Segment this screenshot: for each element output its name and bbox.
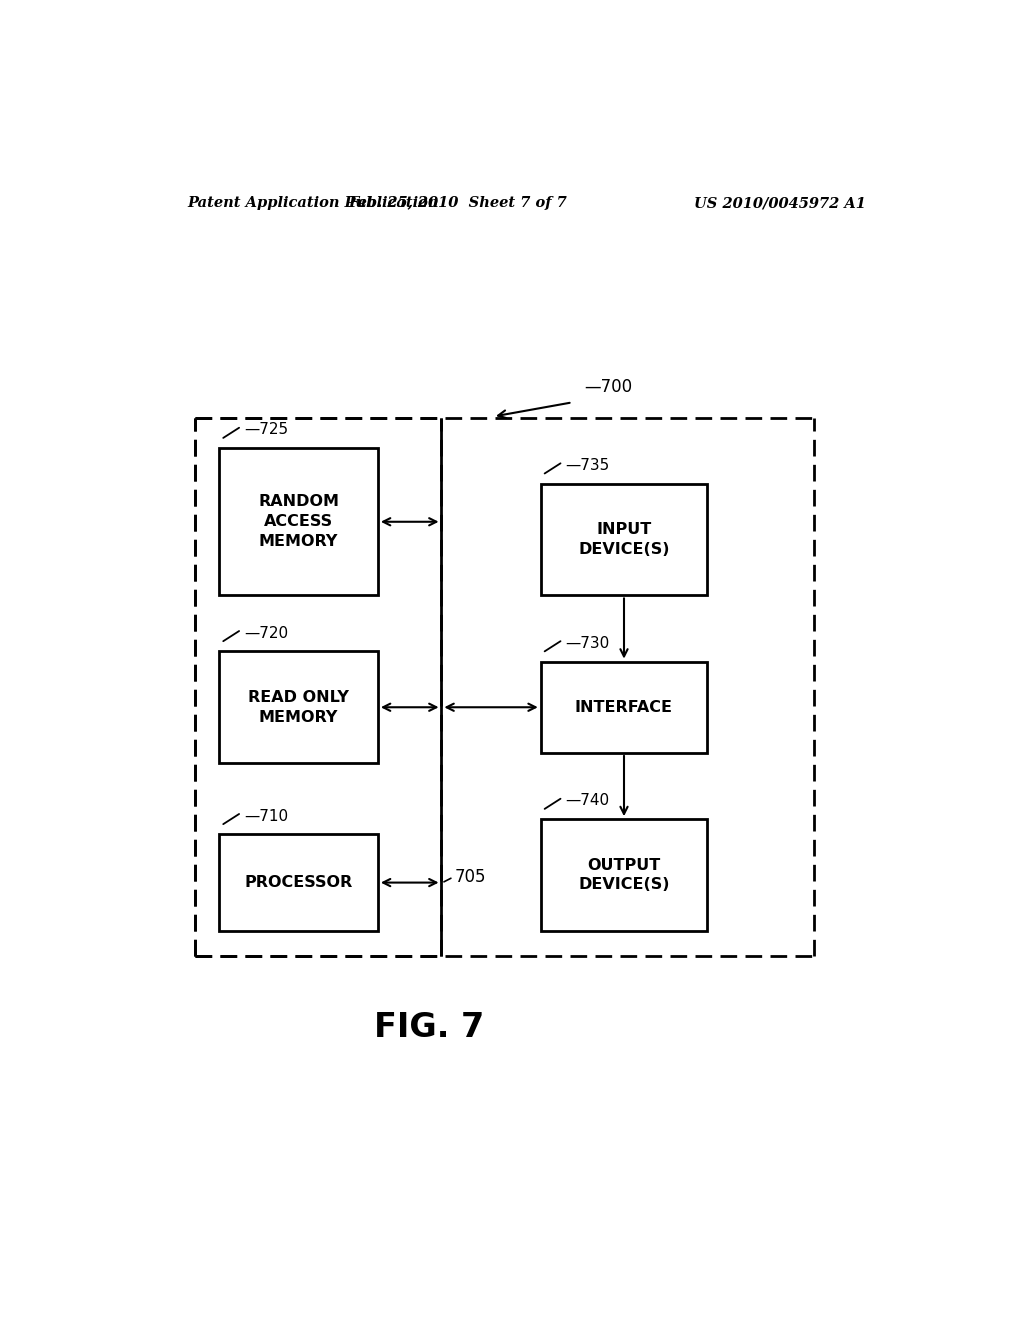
- Text: —725: —725: [244, 422, 288, 437]
- Text: US 2010/0045972 A1: US 2010/0045972 A1: [694, 197, 866, 210]
- Text: INPUT
DEVICE(S): INPUT DEVICE(S): [579, 523, 670, 557]
- Bar: [541, 483, 708, 595]
- Bar: [219, 834, 378, 931]
- Text: —740: —740: [565, 793, 609, 808]
- Text: PROCESSOR: PROCESSOR: [245, 875, 352, 890]
- Text: Feb. 25, 2010  Sheet 7 of 7: Feb. 25, 2010 Sheet 7 of 7: [348, 197, 566, 210]
- Bar: [541, 818, 708, 931]
- Bar: [219, 651, 378, 763]
- Text: —710: —710: [244, 809, 288, 824]
- Text: INTERFACE: INTERFACE: [575, 700, 673, 714]
- Text: —720: —720: [244, 626, 288, 640]
- Bar: [541, 661, 708, 752]
- Text: READ ONLY
MEMORY: READ ONLY MEMORY: [248, 690, 349, 725]
- Bar: [219, 447, 378, 595]
- Text: FIG. 7: FIG. 7: [375, 1011, 484, 1044]
- Text: —730: —730: [565, 636, 609, 651]
- Text: Patent Application Publication: Patent Application Publication: [187, 197, 439, 210]
- Text: —735: —735: [565, 458, 609, 473]
- Text: OUTPUT
DEVICE(S): OUTPUT DEVICE(S): [579, 858, 670, 892]
- Text: 705: 705: [455, 869, 486, 886]
- Text: RANDOM
ACCESS
MEMORY: RANDOM ACCESS MEMORY: [258, 495, 339, 549]
- Text: —700: —700: [585, 378, 633, 396]
